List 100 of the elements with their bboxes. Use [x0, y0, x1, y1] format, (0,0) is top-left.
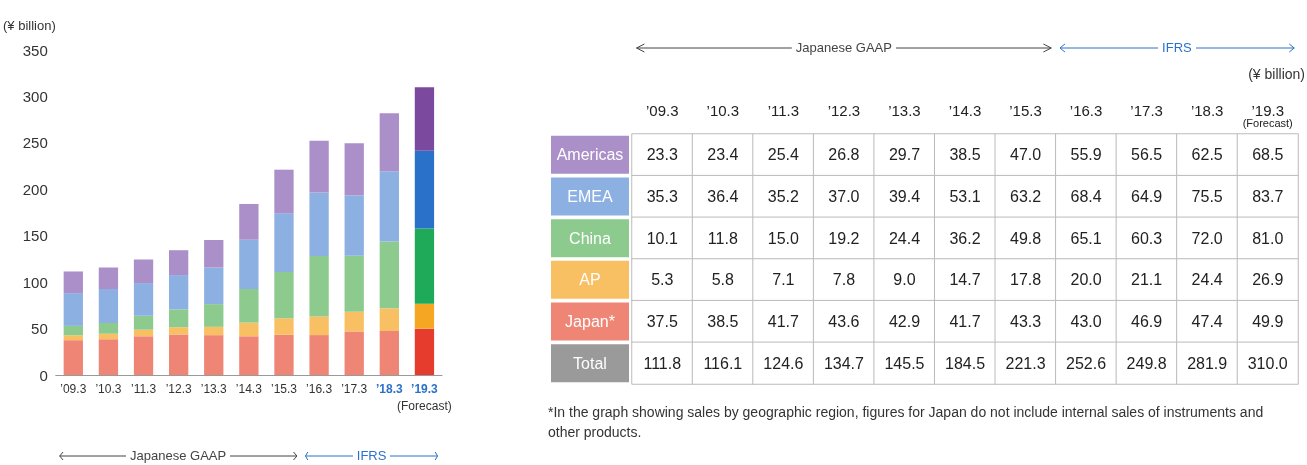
bar [344, 143, 364, 196]
data-label: 83.7 [1252, 188, 1284, 205]
x-tick-label: ’12.3 [165, 382, 192, 396]
data-label: 35.2 [767, 188, 800, 205]
data-label: 72.0 [1191, 229, 1223, 247]
x-tick-label: ’19.3 [1251, 102, 1284, 119]
data-label: 29.7 [888, 146, 921, 164]
data-label: 25.4 [767, 146, 800, 164]
bar [344, 195, 364, 256]
bar [309, 316, 329, 336]
data-label: 37.5 [646, 313, 678, 330]
bar [414, 150, 435, 229]
bar [414, 328, 435, 375]
text: *In the graph showing sales by geographic region, figures for Japan do not include internal sales of instruments and other products. [548, 403, 1265, 442]
y-tick-label: 0 [39, 366, 48, 384]
y-tick-label: 150 [22, 227, 48, 245]
data-label: 24.4 [888, 229, 921, 247]
data-label: 19.2 [828, 229, 860, 247]
x-tick-label: ’18.3 [1190, 102, 1224, 119]
bar [133, 315, 154, 330]
x-tick-label: ’17.3 [1130, 102, 1163, 119]
x-tick-label: ’19.3 [411, 382, 439, 396]
y-tick-label: 200 [22, 180, 48, 198]
bar [133, 336, 154, 375]
x-tick-label: ’18.3 [375, 382, 403, 396]
bar [414, 228, 435, 304]
data-label: 5.8 [711, 271, 735, 289]
data-label: 20.0 [1070, 271, 1102, 289]
data-label: 81.0 [1252, 229, 1284, 247]
x-tick-label: ’11.3 [767, 102, 800, 119]
bar [274, 334, 294, 375]
data-label: 116.1 [703, 354, 743, 372]
data-label: 10.1 [646, 229, 678, 247]
data-label: 64.9 [1131, 188, 1163, 205]
y-tick-label: 350 [22, 41, 48, 59]
data-label: 5.3 [651, 271, 674, 289]
x-tick-label: ’17.3 [341, 382, 368, 396]
bar [239, 239, 259, 290]
bar [168, 334, 189, 375]
x-tick-label: ’14.3 [235, 382, 263, 396]
data-label: 111.8 [643, 354, 682, 372]
x-tick-label: ’15.3 [270, 382, 298, 396]
data-label: 42.9 [888, 313, 921, 330]
x-tick-label: ’13.3 [888, 102, 921, 119]
data-label: 11.8 [707, 229, 738, 247]
bar [274, 318, 294, 335]
y-tick-label: Japan* [565, 313, 615, 330]
bar [309, 192, 329, 257]
bar [98, 322, 119, 334]
bar [274, 213, 294, 273]
data-label: 7.8 [832, 271, 856, 289]
bar [98, 267, 119, 290]
bar [63, 340, 83, 375]
bar [204, 304, 224, 327]
text: (Forecast) [396, 399, 453, 413]
data-label: 60.3 [1131, 229, 1163, 247]
bar [239, 336, 259, 375]
bar [274, 169, 294, 214]
data-label: 37.0 [828, 188, 860, 205]
bar [204, 326, 224, 336]
bar [168, 327, 189, 335]
text: Japanese GAAP [129, 448, 228, 463]
data-label: 56.5 [1131, 146, 1163, 164]
data-label: 53.1 [949, 188, 981, 205]
data-label: 49.8 [1009, 229, 1042, 247]
bar [133, 259, 154, 284]
data-label: 49.9 [1252, 313, 1284, 330]
data-label: 221.3 [1005, 354, 1046, 372]
bar [309, 256, 329, 317]
y-tick-label: 100 [22, 273, 48, 291]
x-tick-label: ’10.3 [95, 382, 122, 396]
data-label: 124.6 [763, 354, 804, 372]
bar [98, 333, 119, 340]
bar [414, 87, 435, 151]
data-label: 14.7 [949, 271, 981, 289]
bar [239, 322, 259, 337]
x-tick-label: ’15.3 [1009, 102, 1042, 119]
x-tick-label: ’12.3 [827, 102, 861, 119]
data-label: 41.7 [767, 313, 800, 330]
data-label: 26.8 [828, 146, 860, 164]
bar [133, 329, 154, 337]
bar [309, 335, 329, 375]
data-label: 9.0 [893, 271, 916, 289]
y-tick-label: China [569, 229, 611, 247]
data-label: 134.7 [823, 354, 865, 372]
bar [63, 271, 83, 294]
data-label: 46.9 [1131, 313, 1163, 330]
data-label: 68.5 [1252, 146, 1284, 164]
y-tick-label: 300 [22, 87, 48, 105]
data-label: 41.7 [949, 313, 981, 330]
data-label: 24.4 [1191, 271, 1223, 289]
data-label: 36.2 [949, 229, 981, 247]
data-label: 249.8 [1126, 354, 1167, 372]
text: IFRS [355, 448, 388, 463]
data-label: 55.9 [1070, 146, 1102, 164]
bar [63, 335, 83, 341]
y-tick-label: Americas [556, 146, 624, 164]
data-label: 23.4 [707, 146, 739, 164]
bar [63, 325, 83, 336]
data-label: 310.0 [1247, 354, 1288, 372]
